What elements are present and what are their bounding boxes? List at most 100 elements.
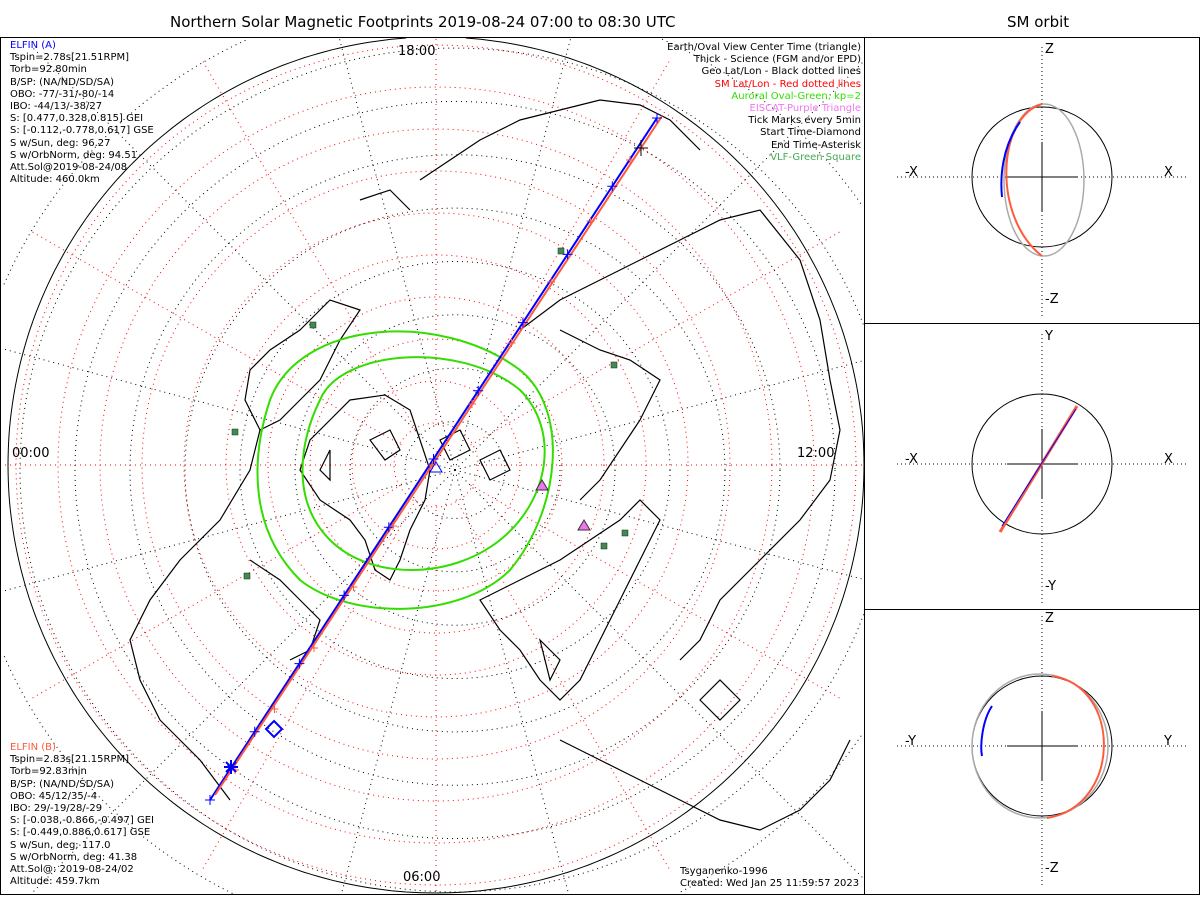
geo-longitude-line <box>454 469 863 878</box>
elfin-a-info: ELFIN (A) Tspin=2.78s[21.51RPM] Torb=92.… <box>10 40 154 186</box>
coastline-north-america <box>129 429 321 801</box>
start-diamond <box>264 719 284 739</box>
geo-latitude-circle <box>294 314 616 626</box>
vlf-station-marker <box>610 361 618 369</box>
orbit-axis-label-bottom: -Y <box>1045 579 1057 594</box>
earth-center-cross <box>1007 142 1077 212</box>
info-line: S w/OrbNorm, deg: 41.38 <box>10 851 138 863</box>
orbit-axis-label-top: Z <box>1045 611 1054 626</box>
orbit-path-gray <box>1003 103 1085 257</box>
info-line: Tspin=2.78s[21.51RPM] <box>10 52 130 64</box>
elfin-a-tick <box>473 385 484 396</box>
orbit-axis-label-right: X <box>1164 452 1173 467</box>
legend-item: VLF-Green Square <box>770 151 861 163</box>
vlf-station-marker <box>600 542 608 550</box>
elfin-b-tick <box>310 644 318 652</box>
orbit-axis-label-right: X <box>1164 165 1173 180</box>
sm-longitude-line <box>200 57 417 431</box>
geo-latitude-circle <box>184 207 726 733</box>
geo-longitude-line <box>30 45 456 471</box>
info-line: OBO: -77/-31/-80/-14 <box>10 88 115 100</box>
geo-longitude-line <box>2 469 456 592</box>
legend-item: Geo Lat/Lon - Black dotted lines <box>701 66 861 78</box>
vlf-station-marker <box>557 247 565 255</box>
elfin-a-tick <box>607 181 618 192</box>
elfin-a-tick <box>339 590 350 601</box>
elfin-a-orbit <box>1001 408 1077 527</box>
elfin-b-tick <box>586 217 595 225</box>
coastline-alaska <box>359 99 701 211</box>
sm-longitude-line <box>455 499 672 873</box>
coastline-asia <box>519 209 841 661</box>
geo-latitude-circle <box>74 100 836 840</box>
elfin-b-name: ELFIN (B) <box>10 742 56 753</box>
sm-longitude-line <box>470 229 844 446</box>
sm-longitude-line <box>470 484 844 701</box>
info-line: Altitude: 459.7km <box>10 876 100 888</box>
geo-longitude-line <box>454 469 864 580</box>
geo-longitude-line <box>341 469 456 894</box>
elfin-b-tick <box>626 156 634 164</box>
view-center-cross <box>634 140 648 156</box>
end-asterisk <box>224 760 238 774</box>
info-line: S: [-0.112,-0.778,0.617] GSE <box>10 125 154 137</box>
time-label-top: 18:00 <box>398 44 436 59</box>
orbit-axis-label-bottom: -Z <box>1045 292 1059 307</box>
geo-longitude-line <box>454 469 569 894</box>
orbit-axis-label-top: Z <box>1045 42 1054 57</box>
plot-title: Northern Solar Magnetic Footprints 2019-… <box>170 13 676 31</box>
info-line: B/SP: (NA/ND/SD/SA) <box>10 76 114 88</box>
info-line: IBO: 29/-19/28/-29 <box>10 803 103 815</box>
geo-latitude-circle <box>129 154 781 786</box>
info-line: S: [-0.449,0.886,0.617] GSE <box>10 827 151 839</box>
elfin-a-name: ELFIN (A) <box>10 40 56 51</box>
sm-longitude-line <box>28 229 402 446</box>
elfin-a-tick <box>294 658 305 669</box>
info-line: S w/Sun, deg: 117.0 <box>10 839 111 851</box>
elfin-a-tick <box>652 113 662 123</box>
coastline-greenland <box>299 394 431 581</box>
sm-longitude-line <box>28 484 402 701</box>
model-label: Tsyganenko-1996 <box>680 866 768 877</box>
info-line: IBO: -44/13/-38/27 <box>10 101 103 113</box>
earth-circle <box>971 393 1113 535</box>
elfin-b-tick <box>547 278 555 286</box>
orbit-axis-label-left: -X <box>905 165 918 180</box>
info-line: S: [-0.038,-0.866,-0.497] GEI <box>10 815 154 827</box>
geo-latlon-grid <box>2 37 865 894</box>
legend-item: Start Time-Diamond <box>760 127 861 139</box>
legend: Earth/Oval View Center Time (triangle) Th… <box>667 42 861 164</box>
elfin-a-orbit <box>1000 121 1021 198</box>
elfin-b-orbit <box>1005 103 1043 257</box>
coastline-canada <box>244 299 361 482</box>
view-center-triangle <box>429 461 443 473</box>
legend-item: Tick Marks every 5min <box>748 115 861 127</box>
info-line: OBO: 45/12/35/-4 <box>10 790 98 802</box>
map-horizon-circle <box>7 37 865 894</box>
elfin-b-track <box>214 115 663 796</box>
elfin-b-tick <box>468 400 476 408</box>
elfin-b-tick <box>349 583 358 591</box>
coastline-africa <box>559 679 851 831</box>
elfin-b-info: ELFIN (B) Tspin=2.83s[21.15RPM] Torb=92.… <box>10 742 154 888</box>
sm-longitude-line <box>200 499 417 873</box>
info-line: Torb=92.80min <box>10 64 87 76</box>
elfin-b-orbit <box>1046 675 1105 819</box>
info-line: S w/Sun, deg: 96.27 <box>10 137 111 149</box>
auroral-oval-equatorward <box>256 330 554 610</box>
elfin-b-tick <box>389 522 397 530</box>
coastlines <box>129 99 851 831</box>
geo-latitude-circle <box>349 367 561 573</box>
vlf-station-marker <box>243 572 251 580</box>
orbit-path-gray <box>971 673 1109 819</box>
sm-latitude-circle <box>99 128 773 802</box>
orbit-title: SM orbit <box>1007 13 1070 31</box>
geo-latitude-circle <box>239 261 671 679</box>
vlf-station-marker <box>621 529 629 537</box>
elfin-a-tick <box>383 522 394 533</box>
info-line: S w/OrbNorm, deg: 94.51 <box>10 149 138 161</box>
elfin-a-tick <box>205 795 215 805</box>
elfin-b-tick <box>270 705 279 713</box>
info-line: Att.Sol@2019-08-24/08 <box>10 162 128 174</box>
geo-longitude-line <box>338 38 456 471</box>
